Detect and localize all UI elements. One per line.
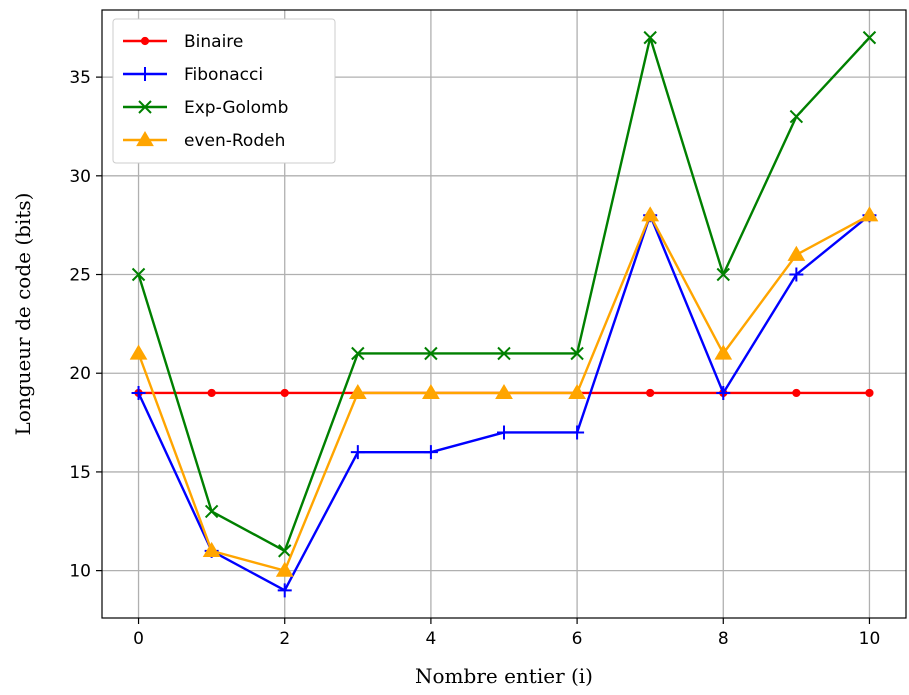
data-point-even-rodeh: [641, 206, 660, 222]
y-tick-label: 10: [69, 562, 91, 582]
series-even-rodeh: [129, 206, 879, 577]
data-point-even-rodeh: [714, 344, 733, 360]
data-point-fibonacci: [497, 425, 511, 440]
data-point-exp-golomb: [862, 30, 877, 45]
legend-marker-fibonacci: [138, 67, 152, 81]
x-tick-label: 6: [572, 629, 583, 649]
data-point-even-rodeh: [495, 383, 513, 400]
data-point-exp-golomb: [789, 109, 804, 124]
legend-marker-binaire: [140, 36, 150, 46]
legend-label-even-rodeh: even-Rodeh: [184, 131, 285, 151]
legend-entry-exp-golomb: Exp-Golomb: [123, 98, 288, 118]
x-tick-label: 10: [859, 629, 881, 649]
x-tick-label: 4: [425, 629, 436, 649]
legend-label-fibonacci: Fibonacci: [184, 65, 263, 85]
data-point-exp-golomb: [424, 346, 438, 361]
x-axis-label: Nombre entier (i): [415, 664, 593, 688]
data-point-exp-golomb: [716, 267, 730, 282]
data-point-exp-golomb: [351, 346, 365, 361]
data-point-even-rodeh: [348, 383, 367, 400]
data-point-even-rodeh: [787, 245, 806, 261]
x-tick-label: 2: [279, 629, 290, 649]
data-point-fibonacci: [277, 583, 292, 598]
data-point-binaire: [646, 388, 655, 398]
data-point-exp-golomb: [570, 346, 584, 361]
data-point-even-rodeh: [202, 541, 221, 557]
legend-entry-even-rodeh: even-Rodeh: [123, 131, 285, 151]
data-point-exp-golomb: [204, 504, 219, 519]
data-point-binaire: [865, 388, 874, 398]
legend-label-exp-golomb: Exp-Golomb: [184, 98, 288, 118]
data-point-binaire: [207, 388, 216, 398]
x-tick-label: 0: [133, 629, 144, 649]
legend-label-binaire: Binaire: [184, 32, 243, 52]
y-tick-label: 25: [69, 266, 91, 286]
data-point-fibonacci: [716, 385, 731, 400]
y-axis-label: Longueur de code (bits): [11, 193, 35, 436]
data-point-exp-golomb: [643, 30, 657, 45]
plot-frame: [101, 9, 907, 619]
legend-box: [112, 18, 336, 164]
y-tick-label: 35: [69, 68, 91, 88]
data-point-binaire: [280, 388, 289, 398]
x-tick-label: 8: [718, 629, 729, 649]
data-point-fibonacci: [789, 267, 804, 282]
ticks: 0 2 4 6 8 10 10 15 20 25 30 35: [69, 68, 880, 649]
data-point-binaire: [792, 388, 801, 398]
series-exp-golomb: [131, 30, 877, 558]
legend-entry-fibonacci: Fibonacci: [123, 65, 263, 85]
legend-marker-even-rodeh: [136, 131, 154, 147]
data-point-exp-golomb: [131, 267, 146, 282]
y-tick-label: 15: [69, 463, 91, 483]
data-point-even-rodeh: [275, 561, 294, 577]
data-point-even-rodeh: [568, 383, 586, 400]
data-point-fibonacci: [350, 445, 365, 460]
data-point-fibonacci: [570, 425, 585, 440]
legend: Binaire Fibonacci Exp-Golomb even-Rodeh: [112, 18, 336, 164]
data-point-fibonacci: [423, 445, 438, 460]
y-tick-label: 30: [69, 167, 91, 187]
legend-marker-exp-golomb: [138, 100, 152, 114]
data-point-fibonacci: [131, 385, 146, 400]
data-point-exp-golomb: [278, 544, 292, 558]
series-layer: [129, 30, 879, 598]
data-point-even-rodeh: [422, 383, 440, 400]
legend-entry-binaire: Binaire: [123, 32, 243, 52]
data-point-exp-golomb: [497, 346, 511, 361]
grid: [102, 10, 906, 618]
data-point-even-rodeh: [129, 344, 148, 360]
data-point-even-rodeh: [860, 206, 879, 222]
y-tick-label: 20: [69, 364, 91, 384]
